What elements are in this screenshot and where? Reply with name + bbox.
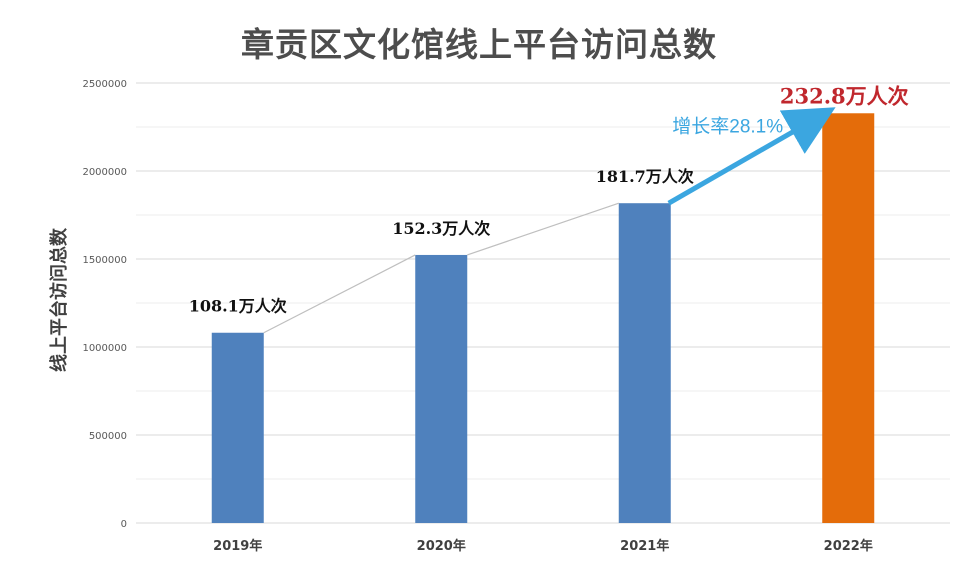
growth-rate-label: 增长率28.1% bbox=[672, 115, 783, 137]
data-label: 181.7万人次 bbox=[596, 167, 694, 186]
data-label: 232.8万人次 bbox=[780, 83, 909, 108]
x-tick-label: 2020年 bbox=[417, 538, 466, 554]
bar-2021年 bbox=[618, 203, 671, 523]
trend-line bbox=[467, 202, 619, 256]
x-axis-categories: 2019年 2020年 2021年 2022年 bbox=[213, 538, 873, 554]
bar-2020年 bbox=[415, 254, 468, 523]
y-tick-label: 2500000 bbox=[82, 79, 127, 90]
data-labels: 增长率28.1% 108.1万人次 152.3万人次 181.7万人次 232.8万人次 bbox=[189, 83, 909, 315]
data-label: 108.1万人次 bbox=[189, 297, 287, 316]
y-axis-ticks: 0 500000 1000000 1500000 2000000 2500000 bbox=[82, 79, 127, 530]
data-label: 152.3万人次 bbox=[392, 219, 490, 238]
bars bbox=[211, 113, 875, 523]
y-tick-label: 2000000 bbox=[82, 167, 127, 178]
growth-arrow bbox=[667, 107, 836, 206]
chart-title: 章贡区文化馆线上平台访问总数 bbox=[241, 25, 717, 64]
y-tick-label: 1500000 bbox=[82, 255, 127, 266]
y-tick-label: 500000 bbox=[89, 431, 127, 442]
trend-line bbox=[263, 254, 416, 334]
x-tick-label: 2019年 bbox=[213, 538, 262, 554]
bar-2022年 bbox=[822, 113, 875, 523]
y-tick-label: 0 bbox=[121, 519, 127, 530]
x-tick-label: 2022年 bbox=[824, 538, 873, 554]
bar-2019年 bbox=[211, 332, 264, 523]
trend-lines bbox=[263, 107, 836, 334]
y-tick-label: 1000000 bbox=[82, 343, 127, 354]
x-tick-label: 2021年 bbox=[620, 538, 669, 554]
